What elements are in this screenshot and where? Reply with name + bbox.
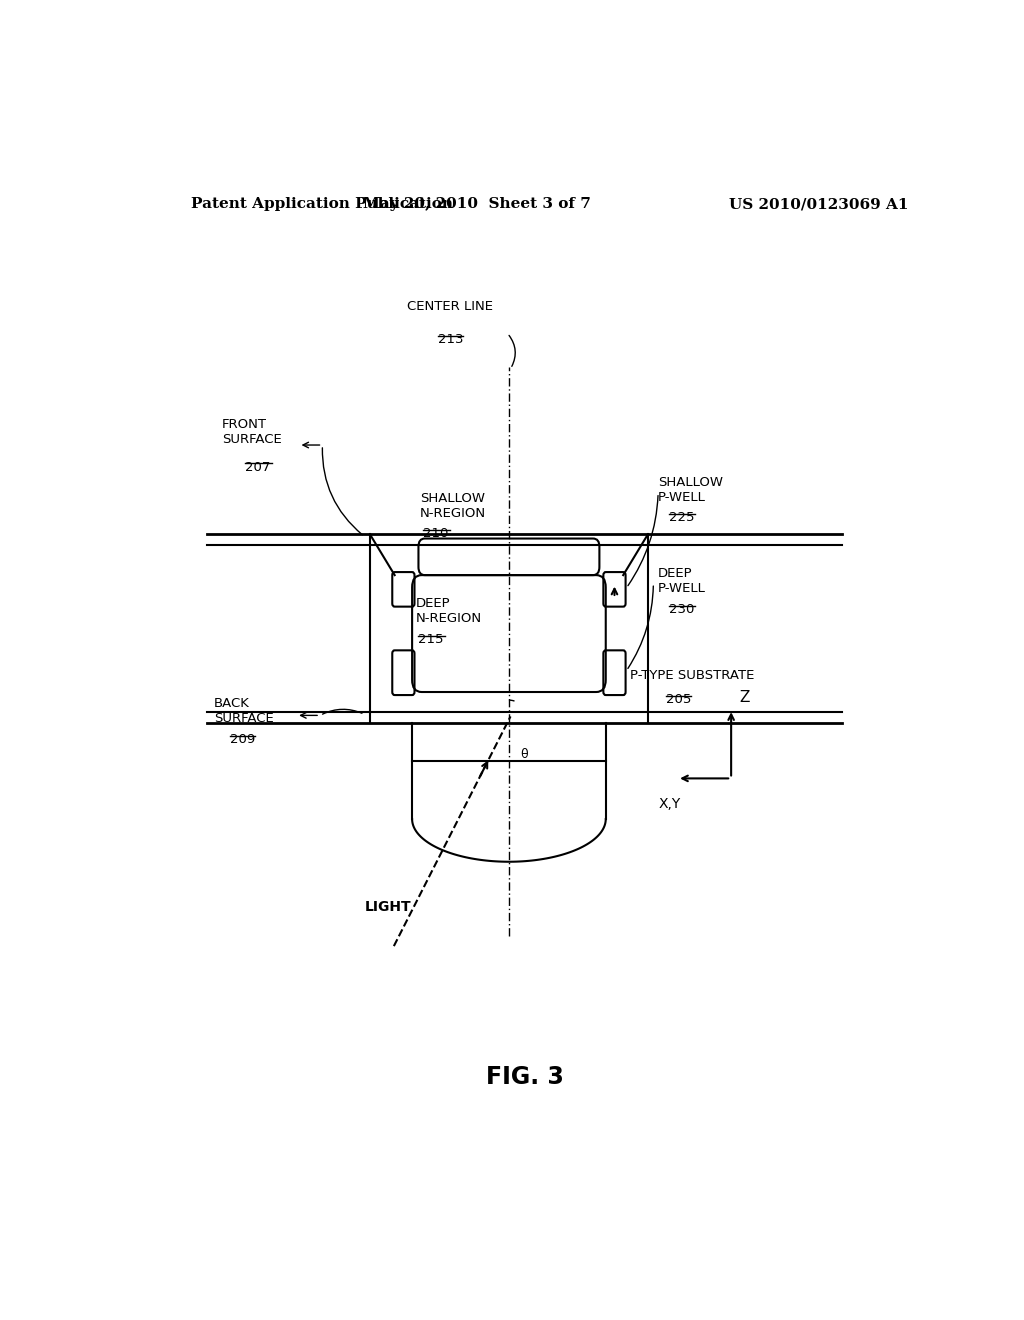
Text: Z: Z (739, 690, 750, 705)
Text: DEEP
N-REGION: DEEP N-REGION (416, 598, 481, 626)
Text: Patent Application Publication: Patent Application Publication (191, 197, 454, 211)
Text: SHALLOW
P-WELL: SHALLOW P-WELL (658, 475, 723, 503)
Text: DEEP
P-WELL: DEEP P-WELL (658, 568, 706, 595)
Text: May 20, 2010  Sheet 3 of 7: May 20, 2010 Sheet 3 of 7 (364, 197, 591, 211)
Text: 205: 205 (666, 693, 691, 706)
Text: 213: 213 (437, 333, 463, 346)
Text: SHALLOW
N-REGION: SHALLOW N-REGION (420, 492, 486, 520)
Text: 225: 225 (670, 511, 694, 524)
Text: 230: 230 (670, 602, 694, 615)
Text: LIGHT: LIGHT (365, 900, 411, 915)
Text: X,Y: X,Y (658, 797, 680, 810)
Text: θ: θ (520, 748, 527, 760)
Text: FRONT
SURFACE: FRONT SURFACE (221, 417, 282, 446)
Text: P-TYPE SUBSTRATE: P-TYPE SUBSTRATE (630, 669, 754, 681)
Text: 215: 215 (419, 634, 444, 645)
Text: 209: 209 (229, 733, 255, 746)
Text: 207: 207 (246, 461, 270, 474)
Text: CENTER LINE: CENTER LINE (408, 300, 494, 313)
Text: 210: 210 (423, 528, 449, 540)
Text: BACK
SURFACE: BACK SURFACE (214, 697, 273, 725)
Text: US 2010/0123069 A1: US 2010/0123069 A1 (729, 197, 908, 211)
Text: FIG. 3: FIG. 3 (485, 1065, 564, 1089)
